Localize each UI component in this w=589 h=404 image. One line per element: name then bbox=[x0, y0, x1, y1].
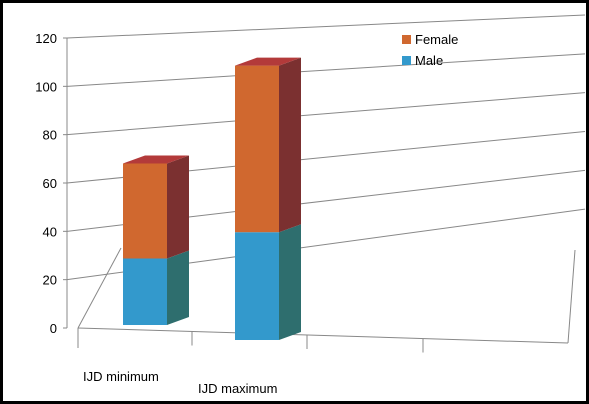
legend-swatch-female bbox=[402, 35, 411, 44]
legend-swatch-male bbox=[402, 56, 411, 65]
bar-ijd-maximum-top bbox=[235, 57, 301, 66]
bar-ijd-maximum-female-front bbox=[235, 65, 279, 233]
y-tick-label: 80 bbox=[43, 128, 57, 143]
stacked-3d-bar-chart: 0 20 40 60 80 100 120 IJD minimum IJD maximum Fem… bbox=[35, 14, 586, 396]
gridline bbox=[66, 14, 586, 39]
bar-ijd-minimum-male-front bbox=[123, 258, 167, 325]
legend-label-male: Male bbox=[415, 53, 443, 68]
y-tick-label: 100 bbox=[35, 79, 57, 94]
bar-ijd-minimum-top bbox=[123, 155, 189, 164]
gridline bbox=[66, 53, 586, 87]
bar-ijd-maximum-male-front bbox=[235, 232, 279, 340]
y-tick-label: 20 bbox=[43, 273, 57, 288]
y-tick-label: 120 bbox=[35, 31, 57, 46]
bar-ijd-minimum-female-side bbox=[167, 155, 189, 259]
bar-ijd-minimum-female-front bbox=[123, 163, 167, 259]
floor-left-edge bbox=[77, 247, 122, 329]
y-tick-label: 40 bbox=[43, 224, 57, 239]
y-tick-label: 0 bbox=[50, 321, 57, 336]
gridline bbox=[66, 92, 586, 136]
legend-label-female: Female bbox=[415, 32, 458, 47]
y-tick-label: 60 bbox=[43, 176, 57, 191]
floor-right-edge bbox=[567, 249, 576, 344]
bar-ijd-maximum-female-side bbox=[279, 57, 301, 233]
floor-front-edge bbox=[77, 327, 569, 344]
x-category-label: IJD minimum bbox=[83, 369, 159, 384]
bar-ijd-maximum-male-side bbox=[279, 224, 301, 340]
bar-ijd-minimum-male-side bbox=[167, 250, 189, 325]
x-category-label: IJD maximum bbox=[198, 381, 277, 396]
